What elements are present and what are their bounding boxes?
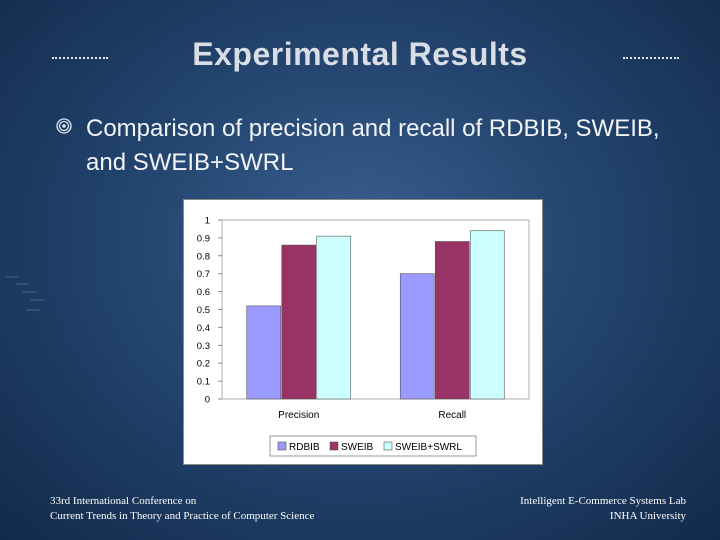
legend-swatch	[277, 441, 287, 451]
footer-lab-line2: INHA University	[609, 510, 686, 522]
y-tick-label: 0.8	[197, 251, 210, 262]
footer-lab-line1: Intelligent E-Commerce Systems Lab	[520, 495, 686, 507]
footer-lab: Intelligent E-Commerce Systems Lab INHA …	[520, 494, 686, 524]
y-tick-label: 0.9	[197, 233, 210, 244]
y-tick-label: 0.7	[197, 269, 210, 280]
y-tick-label: 0.6	[197, 287, 210, 298]
x-tick-label: Precision	[278, 410, 319, 421]
bar-sweib-swrl-recall	[469, 230, 505, 400]
legend-swatch	[329, 441, 339, 451]
title-decoration-right	[623, 57, 679, 59]
bar-sweib-precision	[281, 244, 317, 400]
bar-chart: 0 0.1 0.2 0.3 0.4 0.5 0.6 0.7 0.8 0.9 1 Precision Re…	[197, 216, 530, 457]
footer-conference-line1: 33rd International Conference on	[50, 495, 197, 507]
legend-label: SWEIB	[341, 442, 374, 453]
bar-sweib-swrl-precision	[316, 235, 352, 400]
y-tick-label: 0.1	[197, 377, 210, 388]
legend-label: RDBIB	[289, 442, 320, 453]
y-tick-label: 0.3	[197, 341, 210, 352]
title-decoration-left	[52, 57, 108, 59]
bar-rdbib-recall	[399, 273, 435, 400]
side-decoration	[6, 276, 44, 311]
x-tick-label: Recall	[438, 410, 466, 421]
bar-sweib-recall	[434, 241, 470, 400]
y-tick-label: 0.2	[197, 359, 210, 370]
y-tick-label: 1	[205, 216, 210, 227]
footer-conference-line2: Current Trends in Theory and Practice of…	[50, 510, 315, 522]
chart-panel: 0 0.1 0.2 0.3 0.4 0.5 0.6 0.7 0.8 0.9 1 Precision Re…	[183, 199, 543, 465]
y-tick-label: 0	[205, 395, 210, 406]
y-tick-label: 0.5	[197, 305, 210, 316]
legend-box	[269, 435, 477, 457]
footer-conference: 33rd International Conference on Current…	[50, 494, 314, 524]
circle-bullet-icon	[56, 118, 72, 134]
y-tick-label: 0.4	[197, 323, 210, 334]
bullet-text: Comparison of precision and recall of RD…	[86, 115, 660, 176]
legend-swatch	[383, 441, 393, 451]
legend-label: SWEIB+SWRL	[395, 442, 462, 453]
bar-rdbib-precision	[246, 305, 282, 400]
slide-title: Experimental Results	[192, 36, 528, 72]
